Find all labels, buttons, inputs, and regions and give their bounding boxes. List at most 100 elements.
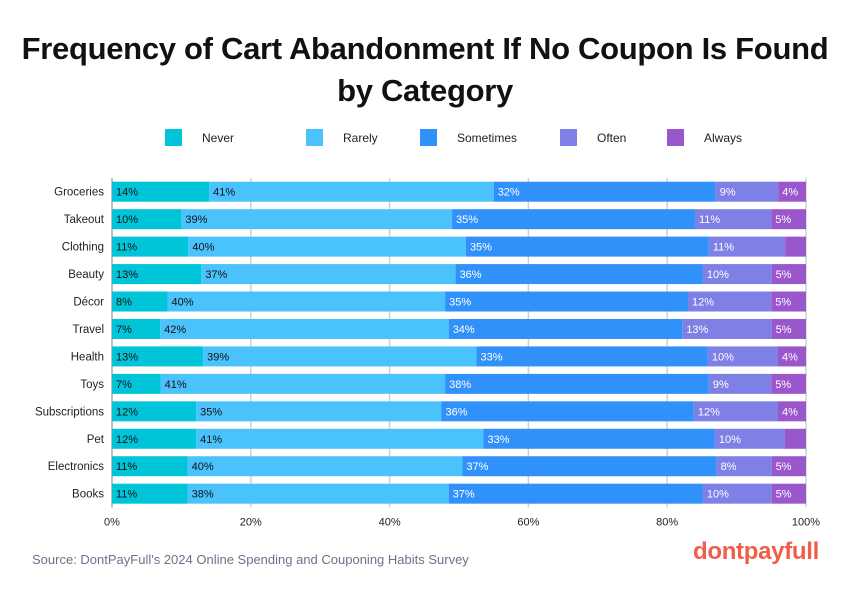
bar-segment-rarely — [160, 318, 449, 339]
data-label: 4% — [782, 351, 798, 363]
data-label: 13% — [686, 324, 708, 336]
data-label: 12% — [116, 406, 138, 418]
legend-swatch — [306, 129, 323, 146]
x-tick-label: 60% — [517, 516, 539, 528]
bar-segment-always — [771, 318, 806, 339]
data-label: 7% — [116, 324, 132, 336]
legend-swatch — [560, 129, 577, 146]
data-label: 5% — [776, 461, 792, 473]
bar-segment-never — [112, 291, 168, 312]
bar-segment-sometimes — [493, 181, 716, 202]
data-label: 33% — [481, 351, 503, 363]
bar-segment-rarely — [181, 209, 453, 230]
data-label: 37% — [205, 269, 227, 281]
bar-segment-always — [771, 209, 806, 230]
bar-segment-never — [112, 236, 189, 257]
bar-segment-rarely — [187, 483, 449, 504]
bar-segment-always — [777, 346, 806, 367]
bar-segment-never — [112, 181, 210, 202]
data-label: 35% — [449, 297, 471, 309]
bar-segment-never — [112, 318, 161, 339]
bar-segment-sometimes — [462, 456, 717, 477]
data-label: 10% — [707, 269, 729, 281]
data-label: 10% — [719, 434, 741, 446]
data-label: 11% — [116, 461, 137, 473]
data-label: 5% — [775, 214, 791, 226]
data-label: 40% — [172, 297, 194, 309]
legend-label: Rarely — [343, 130, 378, 145]
data-label: 32% — [498, 187, 520, 199]
data-label: 38% — [449, 379, 471, 391]
legend-item-rarely: Rarely — [306, 129, 378, 146]
legend-item-never: Never — [165, 129, 234, 146]
bar-segment-often — [702, 264, 772, 285]
bar-segment-always — [777, 401, 806, 422]
data-label: 39% — [185, 214, 207, 226]
data-label: 36% — [445, 406, 467, 418]
legend-label: Often — [597, 130, 627, 145]
data-label: 5% — [775, 297, 791, 309]
category-label: Décor — [73, 297, 104, 309]
legend-label: Never — [202, 130, 235, 145]
x-tick-label: 40% — [379, 516, 401, 528]
category-label: Books — [72, 489, 104, 501]
data-label: 5% — [776, 489, 792, 501]
category-label: Groceries — [54, 187, 104, 199]
legend-item-often: Often — [560, 129, 626, 146]
category-label: Toys — [80, 379, 104, 391]
bar-segment-always — [771, 373, 806, 394]
category-label: Takeout — [64, 214, 105, 226]
data-label: 5% — [775, 379, 791, 391]
x-tick-label: 0% — [104, 516, 120, 528]
bar-segment-often — [693, 401, 778, 422]
data-label: 10% — [707, 489, 729, 501]
category-label: Pet — [87, 434, 105, 446]
legend-label: Sometimes — [457, 130, 518, 145]
data-label: 35% — [200, 406, 222, 418]
bar-segment-often — [694, 209, 772, 230]
category-label: Subscriptions — [35, 406, 104, 418]
category-label: Health — [71, 351, 104, 363]
legend-swatch — [420, 129, 437, 146]
data-label: 13% — [116, 269, 138, 281]
bar-segment-never — [112, 346, 204, 367]
bar-segment-sometimes — [455, 264, 703, 285]
bar-segment-often — [708, 236, 786, 257]
bar-segment-rarely — [187, 456, 463, 477]
bar-segment-often — [716, 456, 772, 477]
data-label: 34% — [453, 324, 475, 336]
data-label: 11% — [116, 242, 137, 254]
bar-segment-sometimes — [445, 291, 689, 312]
data-label: 37% — [453, 489, 475, 501]
category-label: Travel — [72, 324, 104, 336]
bar-segment-often — [702, 483, 772, 504]
bar-segment-often — [707, 346, 778, 367]
data-label: 9% — [720, 187, 736, 199]
chart-title: Frequency of Cart Abandonment If No Coup… — [21, 31, 829, 108]
bar-segment-never — [112, 373, 161, 394]
x-tick-label: 20% — [240, 516, 262, 528]
bar-segment-sometimes — [483, 428, 715, 449]
data-label: 40% — [192, 461, 214, 473]
bar-segment-rarely — [160, 373, 446, 394]
data-label: 40% — [192, 242, 214, 254]
bar-segment-often — [688, 291, 772, 312]
data-label: 41% — [200, 434, 222, 446]
bar-segment-always — [784, 428, 806, 449]
data-label: 5% — [776, 324, 792, 336]
data-label: 12% — [692, 297, 714, 309]
category-label: Electronics — [48, 461, 104, 473]
bar-segment-always — [778, 181, 806, 202]
data-label: 4% — [782, 187, 798, 199]
category-label: Clothing — [62, 242, 104, 254]
data-label: 13% — [116, 351, 138, 363]
bar-segment-often — [708, 373, 772, 394]
bar-segment-always — [771, 483, 806, 504]
data-label: 11% — [699, 214, 720, 226]
legend-item-sometimes: Sometimes — [420, 129, 517, 146]
bar-segment-sometimes — [452, 209, 695, 230]
bar-segment-always — [771, 291, 806, 312]
bar-segment-sometimes — [465, 236, 709, 257]
bar-segment-rarely — [201, 264, 456, 285]
